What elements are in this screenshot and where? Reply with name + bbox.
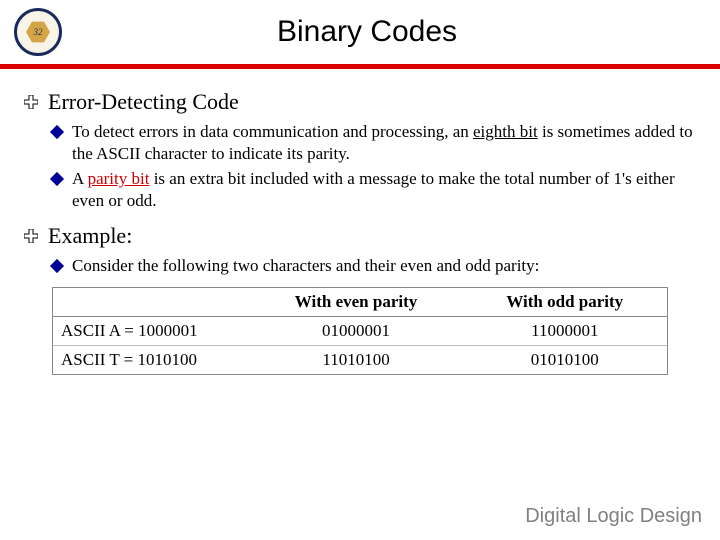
table-cell: 01010100 xyxy=(463,346,667,375)
section-error-detecting: Error-Detecting Code To detect errors in… xyxy=(24,89,696,213)
page-title: Binary Codes xyxy=(62,15,720,49)
text-run: is an extra bit included with a message … xyxy=(72,169,675,210)
bullet-text: To detect errors in data communication a… xyxy=(72,121,696,166)
text-underline: eighth bit xyxy=(473,122,538,141)
diamond-icon xyxy=(50,125,64,139)
table-header-row: With even parity With odd parity xyxy=(53,288,667,317)
text-run: A xyxy=(72,169,88,188)
text-run: To detect errors in data communication a… xyxy=(72,122,473,141)
bullet-text: Consider the following two characters an… xyxy=(72,255,539,277)
table-cell: ASCII A = 1000001 xyxy=(53,317,249,346)
footer-text: Digital Logic Design xyxy=(525,505,702,528)
logo-text: 32 xyxy=(34,27,43,37)
table-cell: 11010100 xyxy=(249,346,462,375)
table-cell: 01000001 xyxy=(249,317,462,346)
parity-table: With even parity With odd parity ASCII A… xyxy=(52,287,668,375)
diamond-icon xyxy=(50,172,64,186)
diamond-icon xyxy=(50,259,64,273)
table-header: With odd parity xyxy=(463,288,667,317)
cross-icon xyxy=(24,229,38,243)
text-parity: parity bit xyxy=(88,169,150,188)
logo-hex: 32 xyxy=(26,20,50,44)
table-row: ASCII T = 1010100 11010100 01010100 xyxy=(53,346,667,375)
slide-body: Error-Detecting Code To detect errors in… xyxy=(0,69,720,375)
section-title: Example: xyxy=(48,223,132,249)
table-row: ASCII A = 1000001 01000001 11000001 xyxy=(53,317,667,346)
list-item: A parity bit is an extra bit included wi… xyxy=(52,168,696,213)
bullet-text: A parity bit is an extra bit included wi… xyxy=(72,168,696,213)
section-example: Example: Consider the following two char… xyxy=(24,223,696,277)
table-header xyxy=(53,288,249,317)
table-header: With even parity xyxy=(249,288,462,317)
logo-ring: 32 xyxy=(14,8,62,56)
table-cell: 11000001 xyxy=(463,317,667,346)
slide-header: 32 Binary Codes xyxy=(0,0,720,64)
list-item: To detect errors in data communication a… xyxy=(52,121,696,166)
table-cell: ASCII T = 1010100 xyxy=(53,346,249,375)
list-item: Consider the following two characters an… xyxy=(52,255,696,277)
section-title: Error-Detecting Code xyxy=(48,89,239,115)
cross-icon xyxy=(24,95,38,109)
logo: 32 xyxy=(14,8,62,56)
